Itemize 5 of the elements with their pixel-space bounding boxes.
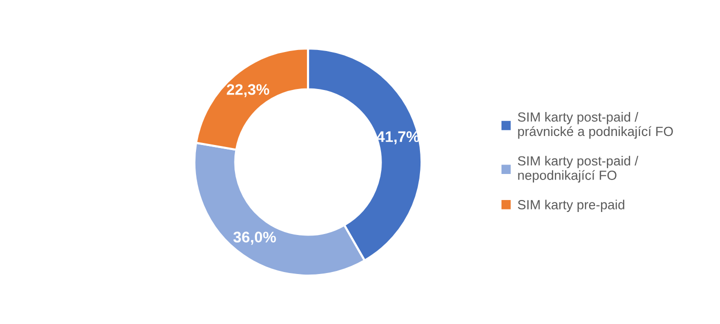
legend-label: SIM karty post-paid / právnické a podnikající FO — [518, 112, 673, 139]
legend-label: SIM karty post-paid / nepodnikající FO — [518, 156, 638, 183]
legend-label: SIM karty pre-paid — [518, 200, 624, 212]
data-label: 22,3% — [226, 84, 270, 98]
data-label: 36,0% — [233, 232, 276, 245]
